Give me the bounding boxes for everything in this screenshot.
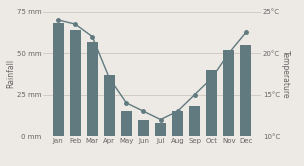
- Bar: [87, 42, 98, 136]
- Bar: [121, 111, 132, 136]
- Y-axis label: Temperature: Temperature: [282, 50, 290, 98]
- Bar: [53, 23, 64, 136]
- Bar: [240, 45, 251, 136]
- Bar: [155, 123, 166, 136]
- Bar: [172, 111, 183, 136]
- Bar: [223, 50, 234, 136]
- Bar: [206, 70, 217, 136]
- Bar: [104, 75, 115, 136]
- Y-axis label: Rainfall: Rainfall: [6, 59, 15, 88]
- Bar: [138, 120, 149, 136]
- Bar: [70, 30, 81, 136]
- Bar: [189, 106, 200, 136]
